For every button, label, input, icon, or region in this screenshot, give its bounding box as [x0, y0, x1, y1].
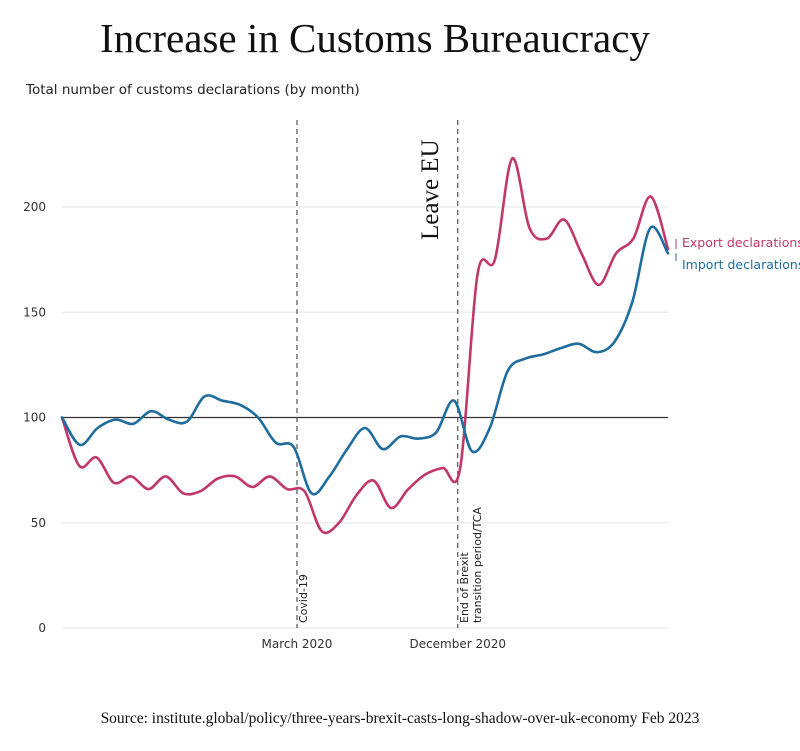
x-tick-label-1: December 2020	[409, 637, 506, 651]
marker-label-1-1: transition period/TCA	[471, 507, 484, 623]
series-line-0	[60, 157, 670, 535]
y-tick-label-150: 150	[23, 305, 46, 319]
gridlines	[62, 206, 668, 629]
legend-label-1: Import declarations	[682, 257, 800, 272]
y-tick-label-50: 50	[31, 516, 46, 530]
y-axis: 0 50 100 150 200	[23, 200, 46, 635]
legend-label-0: Export declarations	[682, 235, 800, 250]
source-note: Source: institute.global/policy/three-ye…	[100, 710, 700, 727]
marker-label-0-0: Covid-19	[297, 574, 310, 623]
y-tick-label-0: 0	[38, 621, 46, 635]
chart-title: Increase in Customs Bureaucracy	[100, 15, 650, 61]
series-lines	[60, 157, 670, 535]
x-axis: March 2020 December 2020	[262, 637, 507, 651]
legend: Export declarations Import declarations	[675, 235, 800, 272]
series-line-1	[60, 225, 670, 496]
y-tick-label-200: 200	[23, 200, 46, 214]
marker-label-1-0: End of Brexit	[458, 552, 471, 623]
x-tick-label-0: March 2020	[262, 637, 333, 651]
chart-subtitle: Total number of customs declarations (by…	[26, 82, 360, 98]
annotation-leave-eu: Leave EU	[417, 139, 444, 240]
line-chart: 0 50 100 150 200 March 2020 December 2020 Cov…	[23, 120, 800, 651]
event-markers: Covid-19 End of Brexit transition period/T…	[296, 120, 484, 628]
y-tick-label-100: 100	[23, 411, 46, 425]
